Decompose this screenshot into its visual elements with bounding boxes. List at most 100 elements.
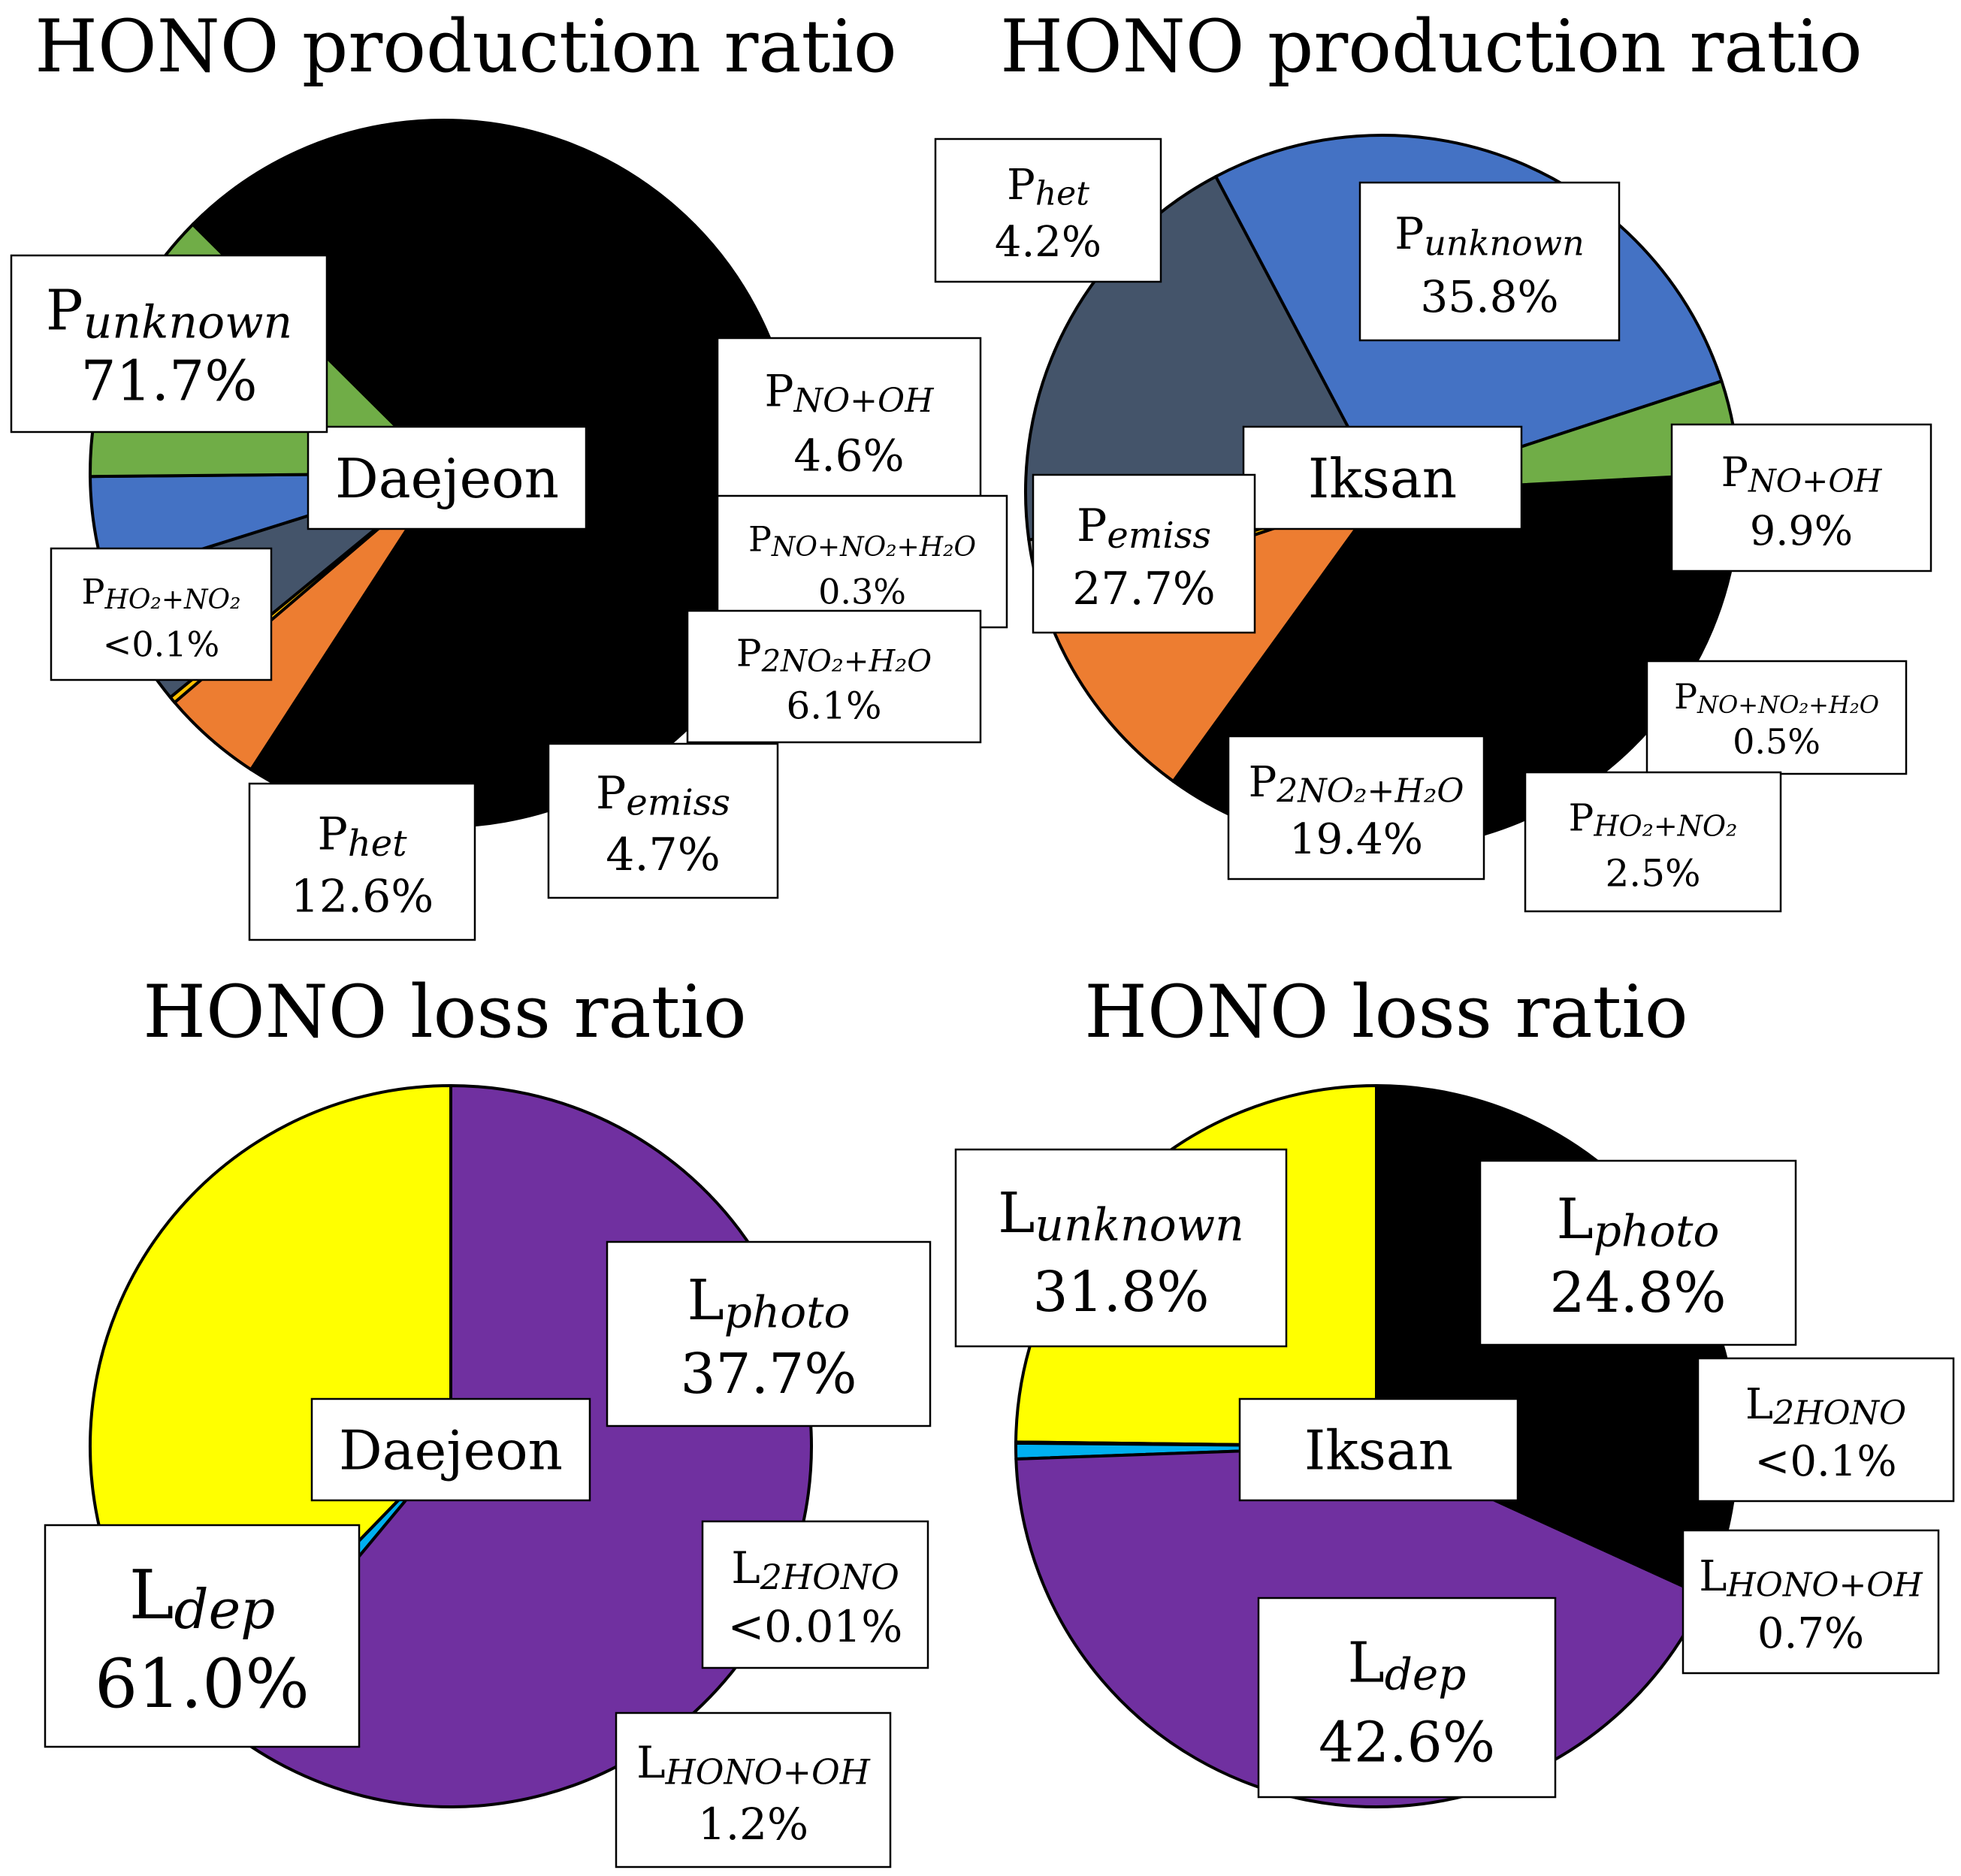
data-label-box	[1524, 771, 1782, 913]
data-label-p-het: Phet 12.6%	[248, 782, 476, 941]
chart-title: HONO production ratio	[35, 5, 896, 89]
chart-title: HONO loss ratio	[143, 970, 746, 1054]
data-label-name: Phet	[318, 808, 408, 865]
data-label-name: Punknown	[46, 279, 292, 349]
data-label-l-2hono: L2HONO<0.1%	[1697, 1357, 1955, 1503]
data-label-name: L2HONO	[731, 1542, 899, 1597]
site-label-box	[307, 425, 588, 530]
site-name: Daejeon	[335, 447, 559, 510]
data-label-name: Ldep	[1348, 1630, 1467, 1699]
data-label-p-emiss: Pemiss 27.7%	[1032, 473, 1256, 634]
site-label: Daejeon	[307, 425, 588, 530]
data-label-box	[1697, 1357, 1955, 1503]
data-label-box	[248, 782, 476, 941]
data-label-name: Phet	[1007, 161, 1089, 213]
data-label-name: Punknown	[1394, 208, 1584, 263]
data-label-box	[1227, 735, 1485, 881]
chart-title: HONO loss ratio	[1084, 970, 1688, 1054]
data-label-box	[934, 137, 1162, 283]
data-label-value: 35.8%	[1420, 271, 1558, 322]
site-name: Daejeon	[339, 1418, 563, 1482]
data-label-name: PNO+OH	[1721, 449, 1883, 500]
data-label-name: Ldep	[129, 1556, 276, 1641]
data-label-value: 71.7%	[80, 349, 257, 414]
data-label-value: 0.3%	[818, 572, 906, 612]
data-label-l-dep: Ldep 42.6%	[1257, 1597, 1557, 1799]
site-name: Iksan	[1308, 447, 1457, 510]
data-label-value: 12.6%	[291, 871, 434, 923]
data-label-name: Pemiss	[1077, 500, 1211, 557]
data-label-value: 9.9%	[1750, 507, 1853, 554]
site-label-box	[1238, 1397, 1519, 1502]
data-label-name: PNO+NO₂+H₂O	[748, 519, 976, 563]
data-label-box	[50, 547, 273, 681]
data-label-l-unknown: Lunknown 31.8%	[954, 1148, 1288, 1348]
data-label-box	[701, 1520, 929, 1669]
data-label-value: 6.1%	[786, 684, 881, 728]
data-label-l-hono-plus-oh: LHONO+OH 1.2%	[615, 1711, 892, 1868]
data-label-p-no-plus-oh: PNO+OH 9.9%	[1670, 423, 1932, 572]
data-label-name: P2NO₂+H₂O	[1249, 758, 1464, 811]
data-label-value: 4.2%	[995, 218, 1101, 267]
data-label-p-2no2-plus-h2o: P2NO₂+H₂O 6.1%	[686, 609, 982, 744]
data-label-name: Lphoto	[687, 1268, 851, 1337]
data-label-name: LHONO+OH	[636, 1737, 871, 1792]
data-label-p-het: Phet 4.2%	[934, 137, 1162, 283]
site-label: Iksan	[1238, 1397, 1519, 1502]
data-label-box	[1645, 660, 1908, 775]
data-label-box	[686, 609, 982, 744]
data-label-box	[1479, 1159, 1797, 1346]
site-label-box	[310, 1397, 591, 1502]
data-label-l-2hono: L2HONO<0.01%	[701, 1520, 929, 1669]
data-label-value: 2.5%	[1605, 852, 1700, 896]
data-label-p-no-plus-oh: PNO+OH 4.6%	[716, 337, 982, 501]
data-label-value: 1.2%	[698, 1799, 808, 1850]
data-label-name: Lphoto	[1557, 1187, 1720, 1256]
data-label-name: Pemiss	[596, 767, 730, 824]
data-label-p-no-plus-no2-plus-h2o: PNO+NO₂+H₂O 0.3%	[716, 494, 1008, 629]
data-label-value: 24.8%	[1549, 1261, 1726, 1325]
data-label-name: PHO₂+NO₂	[82, 572, 241, 615]
data-label-box	[716, 494, 1008, 629]
data-label-value: 42.6%	[1319, 1710, 1495, 1775]
data-label-value: 0.5%	[1733, 721, 1820, 762]
data-label-value: 37.7%	[680, 1342, 857, 1406]
data-label-name: PNO+NO₂+H₂O	[1674, 676, 1879, 719]
data-label-box	[716, 337, 982, 501]
data-label-name: PNO+OH	[765, 365, 935, 420]
chart-title: HONO production ratio	[1000, 5, 1862, 89]
data-label-value: 19.4%	[1289, 815, 1423, 864]
data-label-name: Lunknown	[998, 1181, 1244, 1252]
pie-chart-daejeon-hono-production-ratio: HONO production ratioDaejeonPunknown71.7…	[10, 5, 1008, 941]
data-label-box	[615, 1711, 892, 1868]
site-label-box	[1242, 425, 1523, 530]
site-name: Iksan	[1304, 1418, 1453, 1482]
data-label-p-unknown: Punknown 35.8%	[1358, 181, 1621, 342]
data-label-value: 31.8%	[1032, 1260, 1209, 1325]
pie-chart-iksan-hono-loss-ratio: HONO loss ratioIksanLphoto24.8%L2HONO<0.…	[954, 970, 1955, 1808]
data-label-value: 4.7%	[606, 829, 720, 881]
data-label-box	[44, 1524, 361, 1748]
pie-chart-iksan-hono-production-ratio: HONO production ratioIksanPunknown35.8%P…	[934, 5, 1932, 913]
data-label-name: P2NO₂+H₂O	[736, 632, 932, 679]
data-label-box	[1358, 181, 1621, 342]
data-label-box	[1032, 473, 1256, 634]
data-label-box	[1682, 1529, 1940, 1675]
site-label: Daejeon	[310, 1397, 591, 1502]
data-label-name: L2HONO	[1745, 1380, 1906, 1433]
data-label-name: LHONO+OH	[1699, 1552, 1923, 1605]
data-label-box	[10, 254, 328, 434]
data-label-p-ho2-plus-no2: PHO₂+NO₂ 2.5%	[1524, 771, 1782, 913]
data-label-l-hono-plus-oh: LHONO+OH0.7%	[1682, 1529, 1940, 1675]
data-label-value: <0.1%	[1754, 1437, 1896, 1486]
data-label-value: 0.7%	[1757, 1609, 1864, 1658]
